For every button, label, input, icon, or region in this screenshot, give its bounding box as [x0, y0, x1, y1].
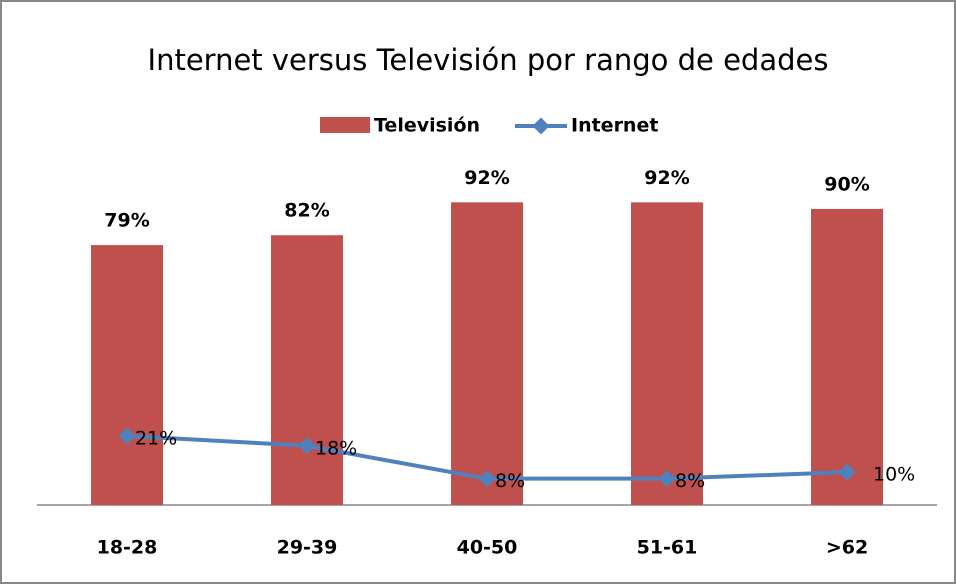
line-value-label: 10%	[873, 464, 915, 486]
bar-value-label: 92%	[464, 167, 509, 189]
legend-label: Televisión	[374, 115, 480, 137]
legend-label: Internet	[571, 115, 658, 137]
bar	[91, 245, 163, 505]
line-value-label: 21%	[135, 427, 177, 449]
line-value-label: 8%	[495, 470, 525, 492]
bar	[631, 202, 703, 505]
bar-value-label: 79%	[104, 210, 149, 232]
x-tick-label: >62	[826, 537, 868, 559]
line-marker	[838, 463, 856, 481]
legend-marker	[532, 117, 550, 135]
line-marker	[298, 437, 316, 455]
bar	[451, 202, 523, 505]
x-tick-label: 29-39	[277, 537, 338, 559]
x-tick-label: 51-61	[637, 537, 698, 559]
x-tick-label: 40-50	[457, 537, 518, 559]
bar-value-label: 92%	[644, 167, 689, 189]
bar	[271, 235, 343, 505]
line-marker	[118, 427, 136, 445]
line-marker	[658, 470, 676, 488]
bar	[811, 208, 883, 505]
bar-value-label: 82%	[284, 200, 329, 222]
x-tick-label: 18-28	[97, 537, 158, 559]
line-marker	[478, 470, 496, 488]
line-value-label: 18%	[315, 437, 357, 459]
line-value-label: 8%	[675, 470, 705, 492]
chart-title: Internet versus Televisión por rango de …	[148, 43, 829, 77]
bar-value-label: 90%	[824, 173, 869, 195]
legend-swatch	[320, 117, 370, 133]
